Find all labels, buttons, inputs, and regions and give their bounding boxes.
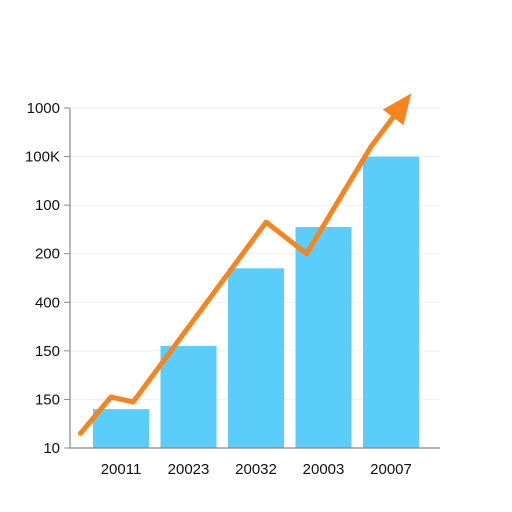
y-tick-labels: 10 150 150 400 200 100 100K 1000	[25, 100, 60, 457]
bar	[228, 268, 284, 448]
y-tick-label: 10	[43, 440, 60, 457]
y-tick-label: 200	[35, 246, 60, 263]
y-tick-label: 150	[35, 343, 60, 360]
x-tick-label: 20011	[101, 461, 142, 478]
bars	[93, 156, 419, 449]
trend-line	[78, 111, 398, 436]
x-tick-labels: 20011 20023 20032 20003 20007	[101, 461, 412, 478]
y-tick-label: 1000	[27, 100, 60, 117]
y-tick-label: 400	[35, 294, 60, 311]
x-tick-label: 20007	[370, 461, 412, 478]
bar	[160, 346, 217, 448]
x-tick-label: 20003	[303, 461, 345, 478]
x-tick-label: 20032	[235, 461, 277, 478]
trend-line-series	[78, 93, 412, 436]
axes	[64, 107, 440, 449]
x-tick-label: 20023	[168, 461, 210, 478]
y-tick-label: 100	[35, 197, 60, 214]
trend-arrow-head	[382, 93, 412, 126]
bar	[295, 227, 352, 448]
bar	[363, 156, 419, 449]
y-tick-label: 150	[35, 391, 60, 408]
y-tick-label: 100K	[25, 149, 60, 166]
bar	[93, 409, 149, 448]
